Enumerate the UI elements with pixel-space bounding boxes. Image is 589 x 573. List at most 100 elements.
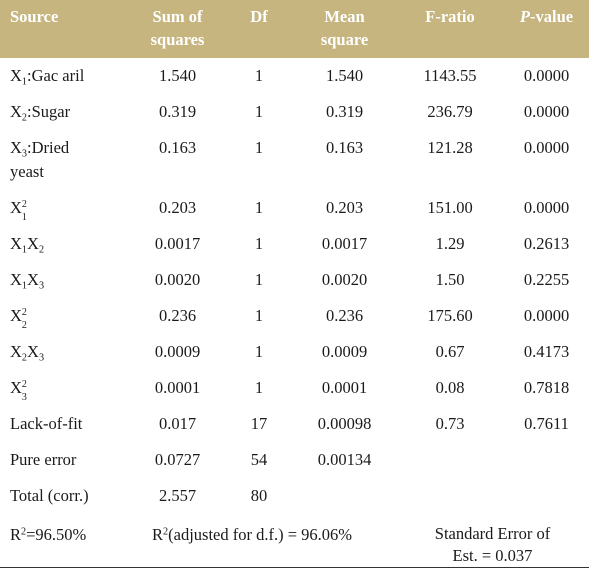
source-sup: 2 (21, 378, 27, 390)
source-label: Lack-of-fit (10, 414, 83, 433)
header-df: Df (250, 7, 268, 26)
table-row: Lack-of-fit 0.017 17 0.00098 0.73 0.7611 (0, 406, 589, 442)
table-header: Source Sum of squares Df Mean square F-r… (0, 0, 589, 58)
cell-f-ratio: 0.67 (435, 342, 465, 361)
source-sub2: 2 (38, 244, 45, 256)
cell-source: X3:Dried yeast (0, 130, 130, 190)
table-row: X3:Dried yeast 0.163 1 0.163 121.28 0.0000 (0, 130, 589, 190)
table-row: Pure error 0.0727 54 0.00134 (0, 442, 589, 478)
cell-p-value: 0.2255 (523, 270, 570, 289)
header-mean-square: Mean square (293, 0, 396, 58)
table-row: X1:Gac aril 1.540 1 1.540 1143.55 0.0000 (0, 58, 589, 94)
source-rest: :Gac aril (27, 66, 85, 85)
header-p-italic: P (519, 7, 530, 26)
cell-sum-of-squares: 0.0017 (154, 234, 201, 253)
source-var2: X (27, 270, 39, 289)
cell-p-value (504, 478, 589, 514)
cell-df: 1 (254, 198, 264, 217)
source-sub: 2 (21, 352, 28, 364)
header-ss-line1: Sum of (152, 7, 203, 26)
header-p-rest: -value (530, 7, 574, 26)
table-row: X1X2 0.0017 1 0.0017 1.29 0.2613 (0, 226, 589, 262)
cell-mean-square: 0.00134 (317, 450, 372, 469)
source-rest: :Sugar (27, 102, 71, 121)
cell-sum-of-squares: 0.0009 (154, 342, 201, 361)
cell-source: Total (corr.) (0, 478, 130, 514)
table-body: X1:Gac aril 1.540 1 1.540 1143.55 0.0000 X2:Su… (0, 58, 589, 573)
footer-r2: R2=96.50% (0, 514, 130, 573)
cell-df: 1 (254, 234, 264, 253)
cell-source: X1X2 (0, 226, 130, 262)
cell-f-ratio (396, 442, 504, 478)
cell-source: Lack-of-fit (0, 406, 130, 442)
cell-p-value: 0.0000 (523, 66, 570, 85)
table-row: X 2 2 0.236 1 0.236 175.60 0.0000 (0, 298, 589, 334)
header-source: Source (10, 7, 59, 26)
table-row: X 1 2 0.203 1 0.203 151.00 0.0000 (0, 190, 589, 226)
cell-sum-of-squares: 1.540 (158, 66, 197, 85)
cell-source: X1X3 (0, 262, 130, 298)
cell-f-ratio: 151.00 (427, 198, 473, 217)
footer-standard-error: Standard Error of Est. = 0.037 (396, 514, 589, 573)
cell-sum-of-squares: 0.0001 (154, 378, 201, 397)
source-rest: :Dried (27, 138, 70, 157)
table-row: Total (corr.) 2.557 80 (0, 478, 589, 514)
cell-df: 1 (254, 378, 264, 397)
source-sub2: 3 (38, 352, 45, 364)
cell-mean-square: 0.203 (325, 198, 364, 217)
source-sub: 3 (21, 148, 28, 160)
cell-df: 80 (250, 486, 268, 505)
cell-f-ratio: 1.50 (435, 270, 465, 289)
table-row: X2X3 0.0009 1 0.0009 0.67 0.4173 (0, 334, 589, 370)
source-sup: 2 (21, 198, 27, 210)
cell-sum-of-squares: 0.0020 (154, 270, 201, 289)
source-var: X (10, 102, 22, 121)
header-ms-line2: square (320, 30, 369, 49)
cell-f-ratio: 1143.55 (423, 66, 477, 85)
cell-f-ratio: 1.29 (435, 234, 465, 253)
cell-f-ratio: 175.60 (427, 306, 473, 325)
header-f-ratio: F-ratio (425, 7, 475, 26)
footer-adjusted-r2: R2(adjusted for d.f.) = 96.06% (130, 514, 396, 573)
header-p-value: P-value (504, 0, 589, 58)
adj-sup: 2 (163, 526, 169, 538)
cell-p-value: 0.0000 (523, 198, 570, 217)
cell-source: X2:Sugar (0, 94, 130, 130)
table-row: X2:Sugar 0.319 1 0.319 236.79 0.0000 (0, 94, 589, 130)
cell-source: X1:Gac aril (0, 58, 130, 94)
cell-df: 1 (254, 102, 264, 121)
cell-p-value (504, 442, 589, 478)
cell-mean-square: 0.00098 (317, 414, 372, 433)
r2-prefix: R (10, 525, 22, 544)
r2-value: =96.50% (26, 525, 87, 544)
header-ss-line2: squares (150, 30, 205, 49)
cell-p-value: 0.0000 (523, 138, 570, 157)
cell-f-ratio: 0.73 (435, 414, 465, 433)
source-var: X (10, 234, 22, 253)
r2-sup: 2 (21, 526, 27, 538)
cell-sum-of-squares: 0.203 (158, 198, 197, 217)
cell-mean-square: 0.0020 (321, 270, 368, 289)
cell-df: 1 (254, 342, 264, 361)
cell-f-ratio: 236.79 (427, 102, 473, 121)
cell-df: 1 (254, 66, 264, 85)
cell-f-ratio: 121.28 (427, 138, 473, 157)
footer-row: R2=96.50% R2(adjusted for d.f.) = 96.06%… (0, 514, 589, 573)
cell-sum-of-squares: 0.163 (158, 138, 197, 157)
source-rest2: yeast (10, 162, 44, 181)
cell-source: X2X3 (0, 334, 130, 370)
cell-p-value: 0.4173 (523, 342, 570, 361)
cell-mean-square: 0.319 (325, 102, 364, 121)
cell-mean-square: 0.0009 (321, 342, 368, 361)
adj-prefix: R (152, 525, 164, 544)
cell-f-ratio (396, 478, 504, 514)
source-sup: 2 (21, 306, 27, 318)
cell-df: 54 (250, 450, 268, 469)
